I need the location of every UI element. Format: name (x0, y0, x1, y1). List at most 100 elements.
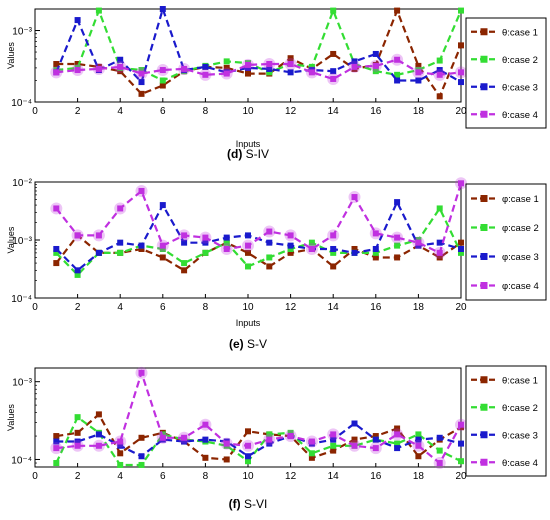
data-point (458, 180, 464, 187)
data-point (159, 254, 166, 261)
data-point (181, 232, 188, 239)
data-point (308, 438, 315, 445)
data-point (436, 93, 443, 100)
data-point (372, 230, 379, 237)
data-point (117, 461, 124, 468)
x-tick-label: 8 (203, 106, 209, 117)
legend-label: θ:case 1 (502, 27, 538, 38)
data-point (223, 70, 230, 77)
data-point (117, 56, 124, 63)
data-point (458, 249, 464, 256)
data-point (202, 421, 209, 428)
x-tick-label: 6 (160, 471, 166, 482)
x-tick-label: 14 (328, 302, 340, 313)
data-point (74, 271, 81, 278)
data-point (181, 438, 188, 445)
data-point (330, 436, 337, 443)
series-line (56, 369, 462, 465)
data-point (415, 431, 422, 438)
legend-marker (480, 376, 488, 384)
y-axis-label: Values (6, 226, 16, 253)
data-point (436, 460, 443, 467)
data-point (372, 50, 379, 57)
data-point (394, 242, 401, 249)
data-point (138, 79, 145, 86)
legend-marker (480, 83, 488, 91)
data-point (159, 82, 166, 89)
legend: θ:case 1 θ:case 2 θ:case 3 θ:case 4 (465, 17, 547, 129)
caption-letter: (f) (229, 497, 241, 511)
data-point (436, 67, 443, 74)
data-point (372, 68, 379, 75)
x-tick-label: 10 (242, 471, 254, 482)
data-point (415, 77, 422, 84)
data-point (436, 249, 443, 256)
data-point (74, 67, 81, 74)
data-point (181, 434, 188, 441)
x-tick-label: 16 (370, 302, 382, 313)
data-point (458, 239, 464, 246)
data-point (415, 436, 422, 443)
data-point (330, 75, 337, 82)
series (50, 177, 467, 259)
data-point (287, 55, 294, 62)
x-tick-label: 2 (75, 106, 81, 117)
data-point (159, 67, 166, 74)
data-point (245, 442, 251, 449)
data-point (223, 456, 230, 463)
x-axis-label: Inputs (236, 139, 261, 149)
data-point (308, 245, 315, 252)
series-line (55, 5, 462, 85)
data-point (223, 64, 230, 71)
data-point (95, 232, 102, 239)
data-point (74, 232, 81, 239)
data-point (74, 61, 81, 68)
data-point (287, 245, 294, 252)
legend-marker (480, 282, 488, 289)
legend-marker (480, 110, 488, 118)
data-point (266, 65, 273, 72)
data-point (308, 454, 315, 461)
data-point (223, 440, 230, 447)
data-point (415, 69, 422, 76)
data-point (74, 429, 81, 436)
panel-caption: (d) S-IV (227, 147, 269, 161)
data-point (245, 453, 251, 460)
data-point (308, 239, 315, 246)
data-point (372, 249, 379, 256)
series-line (55, 206, 462, 277)
data-point (202, 234, 209, 241)
legend-box (465, 183, 547, 301)
data-point (287, 433, 294, 440)
legend-marker (480, 431, 488, 439)
legend-marker (480, 458, 488, 466)
data-point (458, 421, 464, 428)
y-axis-label: Values (6, 404, 16, 431)
legend-marker (480, 195, 488, 202)
data-point (138, 453, 145, 460)
data-point (181, 239, 188, 246)
legend-label: φ:case 2 (502, 223, 539, 234)
data-point (372, 436, 379, 443)
data-point (53, 433, 60, 440)
data-point (394, 431, 401, 438)
data-point (458, 458, 464, 465)
x-tick-label: 10 (242, 106, 254, 117)
plot-frame (34, 367, 462, 468)
x-tick-label: 18 (413, 302, 425, 313)
data-point (458, 245, 464, 252)
data-point (330, 442, 337, 449)
data-point (394, 71, 401, 78)
data-point (266, 228, 273, 235)
legend-label: φ:case 3 (502, 252, 539, 263)
data-point (415, 239, 422, 246)
legend-label: θ:case 4 (502, 110, 538, 121)
data-point (53, 260, 60, 267)
x-tick-label: 0 (32, 106, 38, 117)
data-point (394, 440, 401, 447)
y-tick-label: 10⁻² (12, 178, 32, 189)
data-point (308, 69, 315, 76)
series (50, 53, 467, 85)
data-point (138, 90, 145, 97)
data-point (245, 428, 251, 435)
